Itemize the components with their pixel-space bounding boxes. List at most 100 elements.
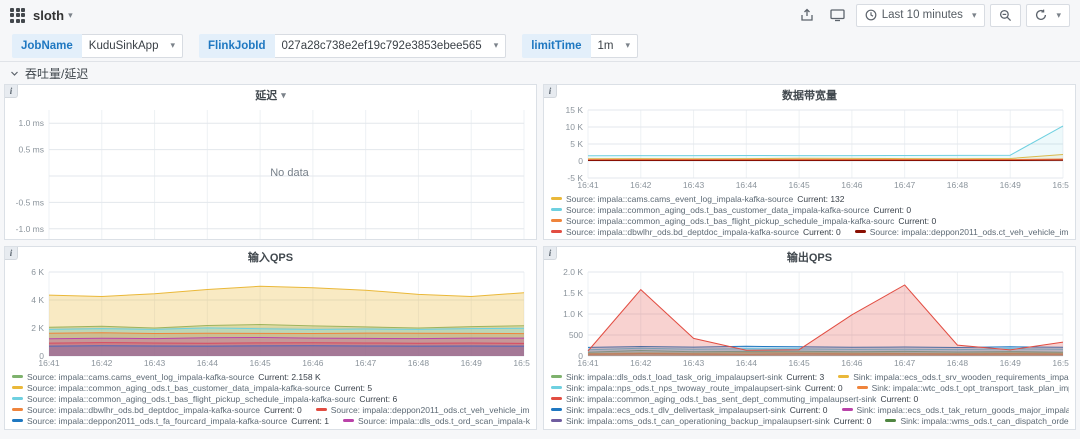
- legend-item[interactable]: Sink: impala::common_aging_ods.t_bas_sen…: [551, 394, 918, 404]
- variable-limittime-label: limitTime: [522, 33, 591, 58]
- panel-info-icon[interactable]: i: [544, 85, 557, 98]
- dashboard-title[interactable]: sloth: [33, 7, 65, 23]
- legend-item[interactable]: Source: impala::common_aging_ods.t_bas_f…: [551, 216, 936, 226]
- legend-item[interactable]: Source: impala::deppon2011_ods.ct_veh_ve…: [315, 405, 530, 415]
- svg-text:16:49: 16:49: [1000, 180, 1022, 190]
- legend-item[interactable]: Sink: impala::oms_ods.t_can_operationing…: [551, 416, 871, 426]
- variable-jobname-label: JobName: [12, 33, 82, 58]
- grafana-menu-icon[interactable]: [10, 7, 25, 23]
- svg-text:16:42: 16:42: [630, 180, 652, 190]
- svg-text:16:47: 16:47: [894, 358, 916, 368]
- legend-item[interactable]: Source: impala::dbwlhr_ods.bd_deptdoc_im…: [12, 405, 302, 415]
- series-label: Source: impala::dbwlhr_ods.bd_deptdoc_im…: [27, 404, 260, 415]
- series-label: Source: impala::cams.cams_event_log_impa…: [27, 371, 255, 382]
- clock-icon: [865, 9, 877, 21]
- svg-text:16:43: 16:43: [683, 358, 705, 368]
- svg-text:0: 0: [39, 351, 44, 361]
- panel-bandwidth: i 数据带宽量 16:41 16:42 16:43 16:44 16:45 16:46 16…: [543, 84, 1076, 240]
- series-current-value: Current: 0: [263, 404, 302, 415]
- share-button[interactable]: [794, 4, 820, 26]
- input-qps-chart[interactable]: 16:41 16:42 16:43 16:44 16:45 16:46 16:47 16:48…: [11, 267, 530, 369]
- panel-title-label: 数据带宽量: [782, 90, 837, 102]
- panel-info-icon[interactable]: i: [5, 85, 18, 98]
- series-color-marker: [551, 230, 562, 233]
- svg-text:1.0 K: 1.0 K: [563, 309, 583, 319]
- chevron-down-icon: ▾: [625, 40, 631, 50]
- variable-limittime-value[interactable]: 1m ▾: [590, 33, 639, 58]
- svg-text:2.0 K: 2.0 K: [563, 267, 583, 277]
- panel-title-input-qps[interactable]: 输入QPS: [5, 247, 536, 267]
- legend-item[interactable]: Sink: impala::nps_ods.t_nps_twoway_route…: [551, 383, 843, 393]
- svg-text:16:46: 16:46: [302, 358, 324, 368]
- series-label: Source: impala::dls_ods.t_ord_scan_impal…: [358, 415, 530, 426]
- svg-text:16:45: 16:45: [249, 358, 271, 368]
- svg-text:16:48: 16:48: [947, 358, 969, 368]
- series-color-marker: [856, 386, 868, 389]
- series-label: Source: impala::cams.cams_event_log_impa…: [566, 193, 794, 204]
- panel-title-label: 输入QPS: [247, 252, 294, 264]
- series-label: Sink: impala::oms_ods.t_can_operationing…: [566, 415, 830, 426]
- legend-item[interactable]: Source: impala::cams.cams_event_log_impa…: [551, 194, 845, 204]
- chevron-down-icon: ▾: [68, 9, 73, 20]
- legend-row: Source: impala::dbwlhr_ods.bd_deptdoc_im…: [12, 404, 530, 415]
- variable-jobname: JobName KuduSinkApp ▾: [12, 33, 184, 58]
- series-color-marker: [343, 419, 354, 422]
- legend-item[interactable]: Sink: impala::ecs_ods.t_tak_return_goods…: [841, 405, 1069, 415]
- svg-text:16:41: 16:41: [38, 358, 60, 368]
- svg-text:16:43: 16:43: [144, 358, 166, 368]
- series-color-marker: [551, 408, 562, 411]
- series-color-marker: [551, 197, 562, 200]
- series-current-value: Current: 0: [833, 415, 872, 426]
- legend-item[interactable]: Source: impala::cams.cams_event_log_impa…: [12, 372, 321, 382]
- legend-item[interactable]: Sink: impala::dls_ods.t_load_task_orig_i…: [551, 372, 824, 382]
- tv-mode-button[interactable]: [825, 4, 851, 26]
- svg-text:-5 K: -5 K: [567, 173, 583, 183]
- panel-info-icon[interactable]: i: [544, 247, 557, 260]
- series-color-marker: [551, 386, 562, 389]
- svg-text:-0.5 ms: -0.5 ms: [16, 197, 44, 207]
- legend-item[interactable]: Source: impala::common_aging_ods.t_bas_c…: [12, 383, 372, 393]
- legend-item[interactable]: Source: impala::deppon2011_ods.t_fa_four…: [12, 416, 329, 426]
- series-label: Source: impala::dbwlhr_ods.bd_deptdoc_im…: [566, 226, 799, 237]
- legend-item[interactable]: Sink: impala::ecs_ods.t_srv_wooden_requi…: [838, 372, 1069, 382]
- zoom-out-button[interactable]: [990, 3, 1022, 27]
- panel-title-bandwidth[interactable]: 数据带宽量: [544, 85, 1075, 105]
- svg-text:16:45: 16:45: [788, 180, 810, 190]
- legend-row: Sink: impala::oms_ods.t_can_operationing…: [551, 415, 1069, 426]
- dashboard-row-header[interactable]: 吞吐量/延迟: [0, 62, 1080, 84]
- svg-text:16:49: 16:49: [461, 358, 483, 368]
- svg-text:16:48: 16:48: [947, 180, 969, 190]
- svg-text:16:47: 16:47: [355, 358, 377, 368]
- legend-item[interactable]: Source: impala::deppon2011_ods.ct_veh_ve…: [854, 226, 1069, 237]
- legend-item[interactable]: Source: impala::dls_ods.t_ord_scan_impal…: [343, 416, 530, 426]
- panel-title-latency[interactable]: 延迟 ▾: [5, 85, 536, 105]
- series-label: Source: impala::deppon2011_ods.ct_veh_ve…: [869, 226, 1069, 237]
- panel-title-label: 输出QPS: [786, 252, 833, 264]
- legend-item[interactable]: Sink: impala::wms_ods.t_can_dispatch_ord…: [885, 416, 1069, 426]
- variable-flinkjobid-value[interactable]: 027a28c738e2ef19c792e3853ebee565 ▾: [274, 33, 507, 58]
- variable-jobname-value[interactable]: KuduSinkApp ▾: [81, 33, 184, 58]
- dashboard-grid: i 延迟 ▾ 16:41 16:42 16:43 16:44 16:45 16:46 16:…: [4, 84, 1076, 430]
- panel-info-icon[interactable]: i: [5, 247, 18, 260]
- legend-item[interactable]: Source: impala::common_aging_ods.t_bas_f…: [12, 394, 397, 404]
- legend-item[interactable]: Source: impala::dbwlhr_ods.bd_deptdoc_im…: [551, 227, 841, 237]
- svg-text:16:42: 16:42: [630, 358, 652, 368]
- series-color-marker: [551, 375, 562, 378]
- legend-item[interactable]: Source: impala::common_aging_ods.t_bas_c…: [551, 205, 911, 215]
- latency-chart[interactable]: 16:4116:4216:4316:4416:4516:4616:4716:48…: [11, 105, 530, 239]
- output-qps-chart[interactable]: 16:41 16:42 16:43 16:44 16:45 16:46 16:47 16:48…: [550, 267, 1069, 369]
- series-color-marker: [12, 408, 23, 411]
- panel-menu-caret-icon: ▾: [281, 89, 286, 100]
- svg-text:4 K: 4 K: [31, 295, 44, 305]
- series-current-value: Current: 5: [334, 382, 373, 393]
- bandwidth-chart[interactable]: 16:41 16:42 16:43 16:44 16:45 16:46 16:47 16:48…: [550, 105, 1070, 191]
- svg-text:16:44: 16:44: [736, 180, 758, 190]
- legend-item[interactable]: Sink: impala::wtc_ods.t_opt_transport_ta…: [856, 383, 1069, 393]
- series-color-marker: [551, 419, 562, 422]
- time-range-picker[interactable]: Last 10 minutes ▾: [855, 3, 986, 27]
- refresh-button[interactable]: ▾: [1026, 3, 1070, 27]
- legend-item[interactable]: Sink: impala::ecs_ods.t_dlv_delivertask_…: [551, 405, 828, 415]
- refresh-interval-caret[interactable]: ▾: [1056, 9, 1061, 20]
- svg-text:16:47: 16:47: [894, 180, 916, 190]
- panel-title-output-qps[interactable]: 输出QPS: [544, 247, 1075, 267]
